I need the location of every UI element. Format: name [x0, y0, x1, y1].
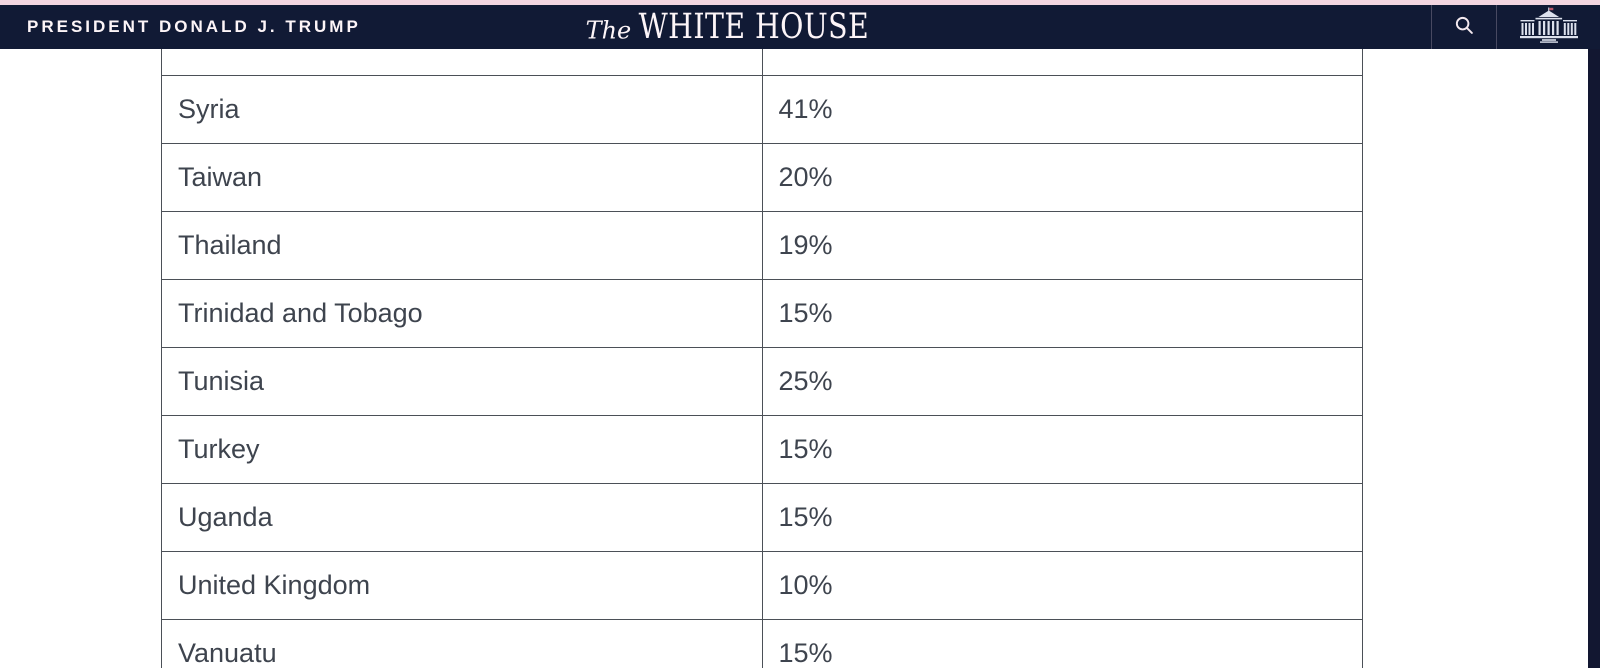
- tariff-table-container: Syria 41% Taiwan 20% Thailand 19% Trinid…: [161, 7, 1363, 668]
- table-row: United Kingdom 10%: [161, 551, 1363, 620]
- country-cell: Uganda: [161, 483, 763, 552]
- whitehouse-home-button[interactable]: [1496, 5, 1600, 49]
- country-cell: Taiwan: [161, 143, 763, 212]
- rate-cell: 41%: [761, 75, 1363, 144]
- table-row: Syria 41%: [161, 75, 1363, 144]
- rate-cell: 15%: [761, 415, 1363, 484]
- table-row: Uganda 15%: [161, 483, 1363, 552]
- table-row: Tunisia 25%: [161, 347, 1363, 416]
- country-cell: Trinidad and Tobago: [161, 279, 763, 348]
- country-cell: United Kingdom: [161, 551, 763, 620]
- rate-cell: 25%: [761, 347, 1363, 416]
- page-top-accent-strip: [0, 0, 1600, 5]
- logo-the-text: The: [585, 16, 632, 45]
- rate-cell: 15%: [761, 483, 1363, 552]
- whitehouse-logo-link[interactable]: The WHITE HOUSE: [585, 5, 907, 47]
- search-icon: [1453, 14, 1475, 41]
- table-row: Trinidad and Tobago 15%: [161, 279, 1363, 348]
- header-actions: [1431, 5, 1600, 49]
- country-cell: Syria: [161, 75, 763, 144]
- president-link[interactable]: PRESIDENT DONALD J. TRUMP: [27, 17, 361, 36]
- rate-cell: 15%: [761, 279, 1363, 348]
- site-header: PRESIDENT DONALD J. TRUMP The WHITE HOUS…: [0, 5, 1600, 49]
- tariff-table: Syria 41% Taiwan 20% Thailand 19% Trinid…: [161, 7, 1363, 668]
- scrollbar[interactable]: [1588, 0, 1600, 668]
- table-row: Vanuatu 15%: [161, 619, 1363, 668]
- country-cell: Vanuatu: [161, 619, 763, 668]
- rate-cell: 10%: [761, 551, 1363, 620]
- table-row: Taiwan 20%: [161, 143, 1363, 212]
- country-cell: Turkey: [161, 415, 763, 484]
- rate-cell: 19%: [761, 211, 1363, 280]
- country-cell: Tunisia: [161, 347, 763, 416]
- search-button[interactable]: [1431, 5, 1496, 49]
- table-row: Thailand 19%: [161, 211, 1363, 280]
- table-row: Turkey 15%: [161, 415, 1363, 484]
- country-cell: Thailand: [161, 211, 763, 280]
- logo-main-text: WHITE HOUSE: [638, 5, 869, 47]
- rate-cell: 20%: [761, 143, 1363, 212]
- whitehouse-building-icon: [1519, 7, 1578, 48]
- rate-cell: 15%: [761, 619, 1363, 668]
